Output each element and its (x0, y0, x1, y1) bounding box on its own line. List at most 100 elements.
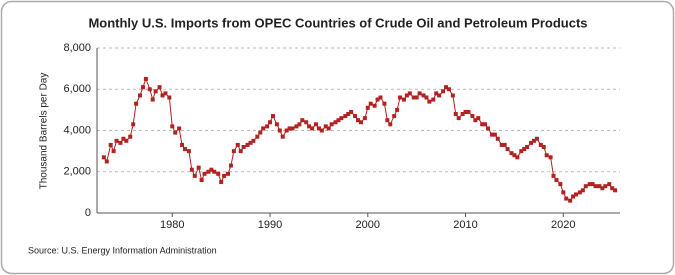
data-point (583, 184, 588, 189)
data-point (492, 132, 497, 137)
data-point (372, 103, 377, 108)
data-point (212, 169, 217, 174)
data-point (446, 87, 451, 92)
data-point (431, 97, 436, 102)
data-point (600, 186, 605, 191)
data-point (404, 93, 409, 98)
data-point (274, 122, 279, 127)
x-tick-label: 2020 (551, 219, 575, 231)
data-point (163, 91, 168, 96)
data-point (284, 128, 289, 133)
data-point (544, 153, 549, 158)
data-point (417, 91, 422, 96)
data-point (131, 122, 136, 127)
data-point (388, 122, 393, 127)
data-point (265, 124, 270, 129)
data-point (196, 165, 201, 170)
data-point (228, 163, 233, 168)
data-point (258, 130, 263, 135)
data-point (385, 118, 390, 123)
data-point (597, 184, 602, 189)
data-point (577, 190, 582, 195)
data-point (206, 169, 211, 174)
data-point (407, 91, 412, 96)
data-point (476, 116, 481, 121)
data-point (147, 87, 152, 92)
data-point (101, 155, 106, 160)
data-point (398, 95, 403, 100)
data-point (568, 198, 573, 203)
data-point (561, 190, 566, 195)
data-point (268, 120, 273, 125)
data-point (313, 122, 318, 127)
data-point (483, 122, 488, 127)
data-point (209, 167, 214, 172)
data-point (138, 93, 143, 98)
data-point (495, 136, 500, 141)
data-point (401, 97, 406, 102)
data-point (353, 114, 358, 119)
data-point (192, 173, 197, 178)
data-point (362, 116, 367, 121)
data-point (564, 196, 569, 201)
data-point (443, 85, 448, 90)
x-tick-label: 1980 (160, 219, 184, 231)
y-axis-label: Thousand Barrels per Day (39, 73, 50, 190)
data-point (238, 149, 243, 154)
data-point (580, 188, 585, 193)
data-point (270, 114, 275, 119)
data-point (202, 171, 207, 176)
data-point (294, 124, 299, 129)
data-point (186, 149, 191, 154)
data-point (356, 118, 361, 123)
data-point (157, 85, 162, 90)
data-point (182, 147, 187, 152)
data-point (466, 109, 471, 114)
y-tick-label: 2,000 (63, 166, 91, 178)
y-tick-label: 8,000 (63, 42, 91, 54)
data-point (111, 149, 116, 154)
data-point (343, 114, 348, 119)
data-point (473, 118, 478, 123)
data-point (421, 93, 426, 98)
data-point (114, 138, 119, 143)
data-point (375, 97, 380, 102)
data-point (613, 188, 618, 193)
data-point (456, 116, 461, 121)
data-point (108, 142, 113, 147)
data-point (453, 112, 458, 116)
data-point (411, 95, 416, 100)
data-point (531, 138, 536, 143)
data-point (300, 118, 305, 123)
data-point (512, 153, 517, 158)
data-point (434, 91, 439, 96)
x-tick-label: 2010 (453, 219, 477, 231)
data-point (450, 93, 455, 98)
data-point (297, 122, 302, 127)
data-point (522, 147, 527, 152)
data-point (316, 126, 321, 131)
data-point (280, 134, 285, 139)
data-point (261, 126, 266, 131)
data-point (424, 95, 429, 100)
data-point (307, 124, 312, 129)
data-point (590, 182, 595, 187)
data-point (365, 105, 370, 110)
data-point (525, 145, 530, 149)
data-point (121, 136, 126, 141)
data-point (333, 120, 338, 125)
data-point (509, 151, 514, 156)
data-point (548, 155, 553, 160)
data-point (486, 126, 491, 131)
data-point (241, 145, 246, 149)
data-point (173, 130, 178, 135)
data-point (378, 95, 383, 100)
chart-title: Monthly U.S. Imports from OPEC Countries… (88, 15, 587, 30)
data-point (346, 112, 351, 116)
data-point (587, 182, 592, 187)
data-point (124, 138, 129, 143)
data-point (251, 138, 256, 143)
data-point (199, 178, 204, 182)
data-point (395, 107, 400, 112)
